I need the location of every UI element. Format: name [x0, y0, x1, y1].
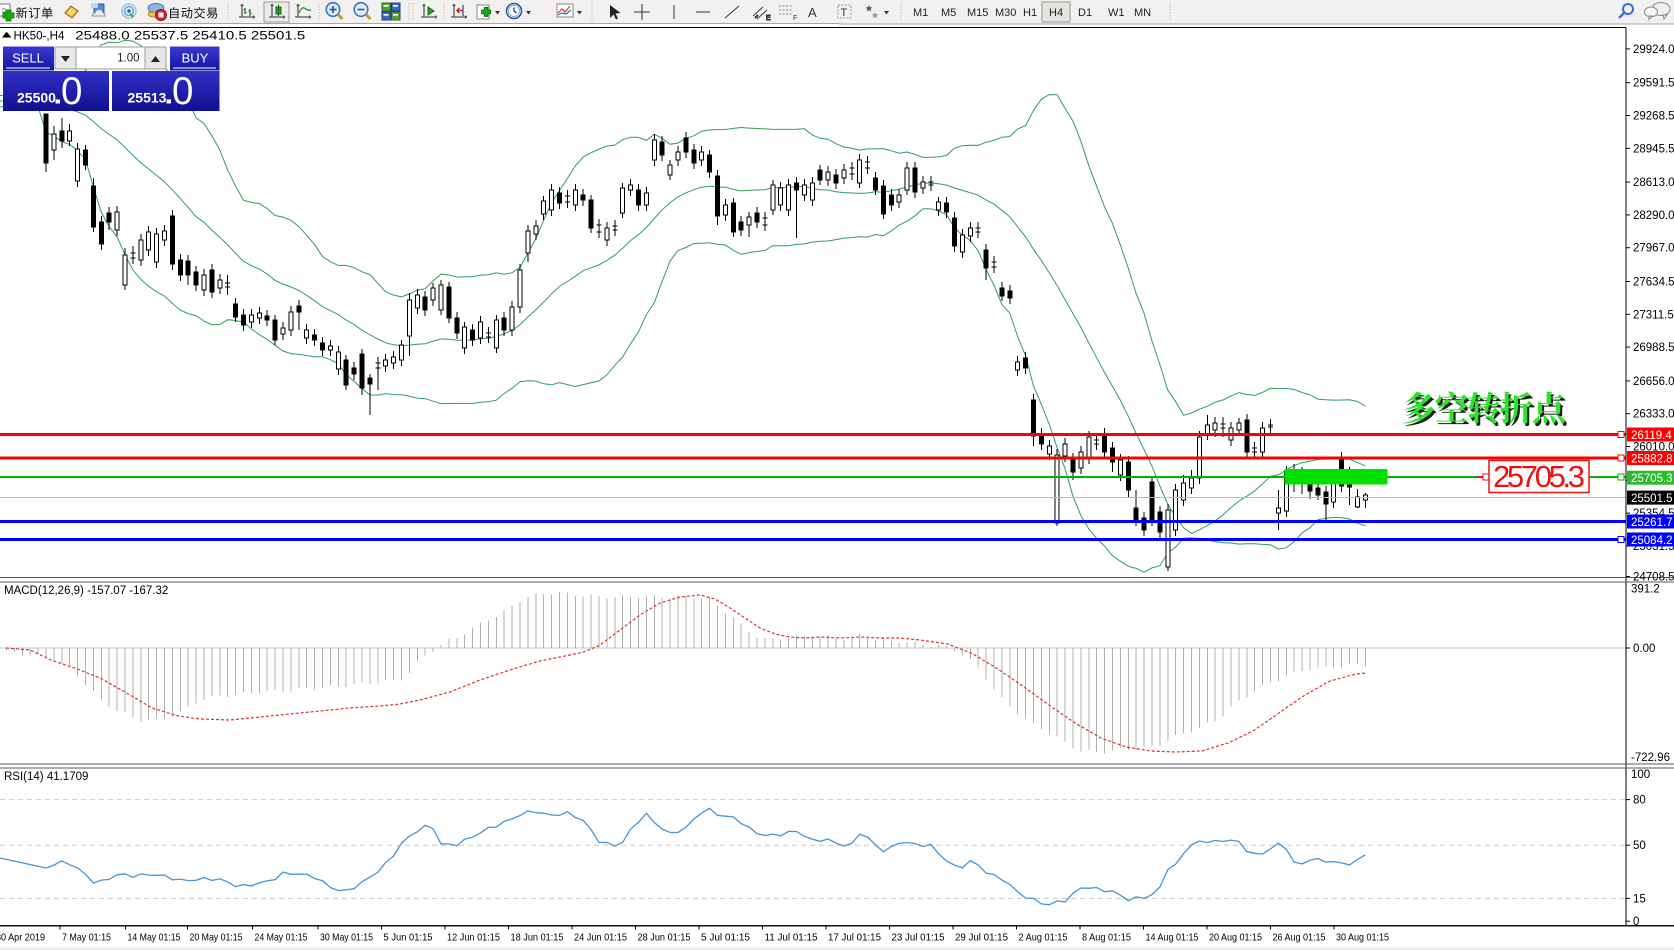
svg-text:-722.96: -722.96 — [1631, 752, 1670, 764]
svg-text:25500: 25500 — [17, 90, 56, 106]
svg-text:20 Aug 01:15: 20 Aug 01:15 — [1209, 933, 1262, 944]
svg-text:30 Aug 01:15: 30 Aug 01:15 — [1336, 933, 1389, 944]
svg-text:80: 80 — [1633, 795, 1646, 807]
svg-text:26010.0: 26010.0 — [1633, 442, 1674, 454]
svg-text:MN: MN — [1134, 7, 1151, 19]
svg-text:30 Apr 2019: 30 Apr 2019 — [0, 933, 45, 944]
svg-text:25261.7: 25261.7 — [1631, 517, 1673, 529]
svg-text:24 Jun 01:15: 24 Jun 01:15 — [574, 933, 627, 944]
svg-text:29268.5: 29268.5 — [1633, 111, 1674, 123]
svg-text:100: 100 — [1631, 769, 1650, 781]
svg-text:50: 50 — [1633, 840, 1646, 852]
svg-text:11 Jul 01:15: 11 Jul 01:15 — [765, 933, 818, 944]
svg-text:M5: M5 — [941, 7, 956, 19]
svg-text:17 Jul 01:15: 17 Jul 01:15 — [828, 933, 881, 944]
svg-text:26119.4: 26119.4 — [1631, 430, 1672, 442]
svg-text:26656.0: 26656.0 — [1633, 376, 1674, 388]
svg-text:25501.5: 25501.5 — [1631, 493, 1673, 505]
svg-text:25705.3: 25705.3 — [1493, 459, 1585, 494]
svg-text:H4: H4 — [1049, 7, 1063, 19]
svg-text:A: A — [808, 5, 817, 20]
svg-text:27311.5: 27311.5 — [1633, 309, 1674, 321]
svg-text:0: 0 — [172, 70, 193, 113]
svg-text:25513: 25513 — [128, 90, 167, 106]
svg-text:28613.0: 28613.0 — [1633, 177, 1674, 189]
svg-text:26 Aug 01:15: 26 Aug 01:15 — [1273, 933, 1326, 944]
svg-text:14 May 01:15: 14 May 01:15 — [128, 933, 181, 944]
svg-text:24 May 01:15: 24 May 01:15 — [255, 933, 308, 944]
svg-text:30 May 01:15: 30 May 01:15 — [320, 933, 373, 944]
svg-text:M30: M30 — [995, 7, 1016, 19]
svg-text:1.00: 1.00 — [117, 53, 139, 65]
svg-text:27967.0: 27967.0 — [1633, 243, 1674, 255]
svg-text:26988.5: 26988.5 — [1633, 342, 1674, 354]
svg-text:0: 0 — [1633, 916, 1639, 928]
svg-text:T: T — [841, 7, 848, 19]
svg-text:SELL: SELL — [12, 51, 44, 66]
svg-text:2 Aug 01:15: 2 Aug 01:15 — [1019, 933, 1068, 944]
svg-text:15: 15 — [1633, 893, 1646, 905]
svg-text:28945.5: 28945.5 — [1633, 143, 1674, 155]
svg-text:28290.0: 28290.0 — [1633, 210, 1674, 222]
svg-text:7 May 01:15: 7 May 01:15 — [62, 933, 111, 944]
svg-text:5 Jun 01:15: 5 Jun 01:15 — [384, 933, 433, 944]
svg-text:HK50-,H4: HK50-,H4 — [14, 29, 65, 43]
svg-text:25882.8: 25882.8 — [1631, 454, 1673, 466]
svg-text:MACD(12,26,9) -157.07 -167.32: MACD(12,26,9) -157.07 -167.32 — [4, 585, 168, 597]
svg-text:E: E — [766, 15, 771, 22]
svg-text:25084.2: 25084.2 — [1631, 535, 1673, 547]
svg-text:H1: H1 — [1023, 7, 1037, 19]
svg-text:12 Jun 01:15: 12 Jun 01:15 — [447, 933, 500, 944]
svg-text:29 Jul 01:15: 29 Jul 01:15 — [955, 933, 1008, 944]
svg-text:0: 0 — [61, 70, 82, 113]
svg-text:29591.5: 29591.5 — [1633, 78, 1674, 90]
svg-text:26333.0: 26333.0 — [1633, 409, 1674, 421]
svg-text:29924.0: 29924.0 — [1633, 44, 1674, 56]
svg-text:RSI(14) 41.1709: RSI(14) 41.1709 — [4, 771, 88, 783]
svg-text:BUY: BUY — [182, 51, 209, 66]
svg-text:27634.5: 27634.5 — [1633, 277, 1674, 289]
svg-text:M15: M15 — [967, 7, 988, 19]
svg-text:D1: D1 — [1078, 7, 1092, 19]
svg-text:5 Jul 01:15: 5 Jul 01:15 — [701, 933, 750, 944]
svg-text:25488.0 25537.5 25410.5 25501.: 25488.0 25537.5 25410.5 25501.5 — [75, 29, 305, 43]
svg-text:8 Aug 01:15: 8 Aug 01:15 — [1082, 933, 1131, 944]
svg-text:20 May 01:15: 20 May 01:15 — [190, 933, 243, 944]
svg-text:W1: W1 — [1108, 7, 1125, 19]
svg-text:391.2: 391.2 — [1631, 584, 1660, 596]
svg-text:25705.3: 25705.3 — [1631, 473, 1673, 485]
svg-text:28 Jun 01:15: 28 Jun 01:15 — [638, 933, 691, 944]
svg-text:M1: M1 — [913, 7, 928, 19]
svg-text:F: F — [793, 15, 797, 22]
svg-text:18 Jun 01:15: 18 Jun 01:15 — [511, 933, 564, 944]
svg-text:14 Aug 01:15: 14 Aug 01:15 — [1146, 933, 1199, 944]
svg-text:24708.5: 24708.5 — [1633, 572, 1674, 584]
svg-text:0.00: 0.00 — [1633, 643, 1655, 655]
svg-text:23 Jul 01:15: 23 Jul 01:15 — [892, 933, 945, 944]
